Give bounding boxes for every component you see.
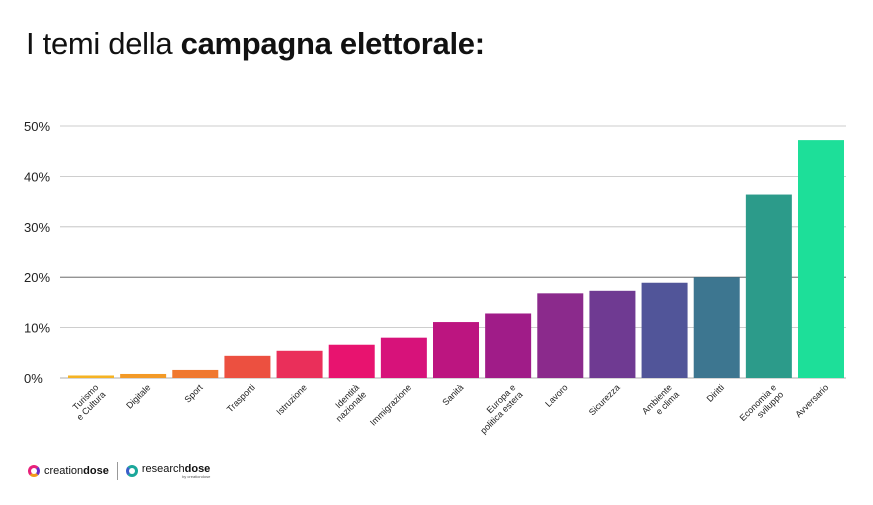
y-tick-label: 0% [24,371,43,386]
bar [485,313,532,378]
x-tick-label: Immigrazione [368,382,413,427]
y-tick-label: 50% [24,119,50,134]
brand1-part-a: creation [44,465,84,477]
creationdose-icon [28,465,40,477]
bar [693,277,740,378]
x-tick-label: Sicurezza [587,382,622,417]
bar [68,375,114,378]
bar [745,194,792,378]
y-tick-label: 20% [24,270,50,285]
chart-title-bold: campagna elettorale: [180,26,485,61]
x-axis-labels: Turismoe Cultura Digitale Sport Trasporti Is… [68,382,831,436]
brand2-subtitle: by creationdose [182,474,211,479]
researchdose-logo: researchdose by creationdose [125,463,211,479]
x-tick-label: Turismoe Cultura [68,382,108,422]
bar [589,290,636,378]
bar [224,355,271,378]
x-tick-label: Sanità [440,382,465,407]
x-tick-label: Sport [182,382,205,405]
chart-title-light: I temi della [26,26,181,61]
x-tick-label: Identitànazionale [327,382,368,423]
bars [68,140,844,378]
bar [276,350,323,378]
brand2-part-a: research [141,463,185,475]
chart-title: I temi della campagna elettorale: [26,26,485,62]
x-tick-label: Istruzione [274,382,309,417]
creationdose-logo: creation dose [28,465,109,477]
brand1-part-b: dose [83,465,109,477]
y-tick-label: 40% [24,169,50,184]
y-axis-ticks: 0% 10% 20% 30% 40% 50% [24,119,50,386]
bar [172,369,219,378]
x-tick-label: Avversario [793,382,830,419]
bar [328,344,375,378]
bar [433,322,479,378]
x-tick-label: Ambientee clima [640,382,681,423]
logo-separator [116,462,118,480]
x-tick-label: Lavoro [543,382,570,409]
bar [798,140,844,378]
bar [380,337,427,378]
bar [641,282,688,378]
y-tick-label: 10% [24,321,50,336]
bar [120,373,167,378]
bar [537,293,584,378]
x-tick-label: Digitale [124,382,152,410]
x-tick-label: Trasporti [225,382,257,414]
x-tick-label: Economia esviluppo [738,382,786,430]
x-tick-label: Diritti [705,382,727,404]
y-tick-label: 30% [24,220,50,235]
researchdose-icon [125,465,138,477]
footer-logos: creation dose researchdose by creationdos… [28,462,210,480]
brand2-part-b: dose [184,463,211,475]
x-tick-label: Europa epolitica estera [471,382,524,435]
